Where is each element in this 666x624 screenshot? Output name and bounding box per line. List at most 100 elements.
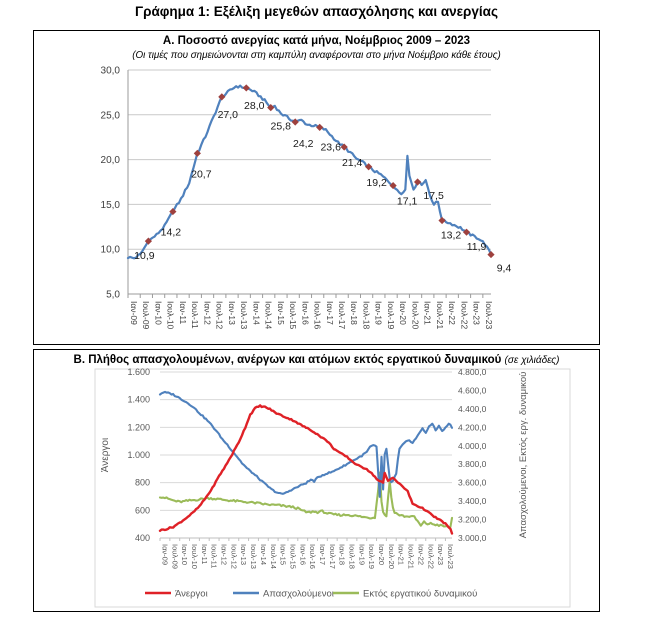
legend-label: Εκτός εργατικού δυναμικού bbox=[363, 589, 477, 600]
x-tick-label-b: Ιαν-15 bbox=[279, 544, 288, 565]
y-right-tick-label: 4.800,0 bbox=[458, 367, 487, 377]
data-label: 28,0 bbox=[244, 100, 265, 112]
data-label: 23,6 bbox=[320, 141, 341, 153]
x-tick-label-b: Ιαν-13 bbox=[239, 544, 248, 565]
y-right-tick-label: 4.400,0 bbox=[458, 404, 487, 414]
x-tick-label-b: Ιαν-14 bbox=[259, 544, 268, 565]
x-tick-label-b: Ιουλ-21 bbox=[407, 544, 416, 569]
november-marker bbox=[242, 84, 250, 92]
x-tick-label-b: Ιουλ-14 bbox=[269, 544, 278, 569]
x-tick-label-a: Ιαν-20 bbox=[398, 301, 408, 325]
november-marker bbox=[267, 104, 275, 112]
november-marker bbox=[365, 163, 373, 171]
november-marker bbox=[144, 237, 152, 245]
panel-a-subtitle: (Οι τιμές που σημειώνονται στη καμπύλη α… bbox=[132, 50, 501, 61]
x-tick-label-a: Ιουλ-14 bbox=[264, 301, 274, 330]
x-tick-label-a: Ιουλ-09 bbox=[141, 301, 151, 330]
x-tick-label-b: Ιαν-21 bbox=[397, 544, 406, 565]
y-left-tick-label: 600 bbox=[135, 505, 150, 515]
panel-labour-force-counts: Β. Πλήθος απασχολουμένων, ανέργων και ατ… bbox=[33, 349, 600, 612]
y-right-tick-label: 4.200,0 bbox=[458, 422, 487, 432]
x-tick-label-a: Ιαν-18 bbox=[349, 301, 359, 325]
november-marker bbox=[218, 93, 226, 101]
november-marker bbox=[193, 149, 201, 157]
x-tick-label-a: Ιαν-13 bbox=[227, 301, 237, 325]
x-tick-label-a: Ιουλ-21 bbox=[435, 301, 445, 330]
x-tick-label-a: Ιαν-09 bbox=[129, 301, 139, 325]
x-tick-label-b: Ιουλ-09 bbox=[170, 544, 179, 569]
y-right-tick-label: 3.000,0 bbox=[458, 533, 487, 543]
x-tick-label-a: Ιουλ-11 bbox=[190, 301, 200, 329]
y-left-tick-label: 1.000 bbox=[127, 450, 150, 460]
data-label: 25,8 bbox=[271, 121, 292, 133]
data-label: 24,2 bbox=[293, 138, 314, 150]
november-marker bbox=[487, 250, 495, 259]
x-tick-label-b: Ιαν-10 bbox=[180, 544, 189, 565]
y-tick-label-a: 5,0 bbox=[106, 290, 120, 301]
data-label: 17,1 bbox=[397, 196, 418, 208]
x-tick-label-a: Ιαν-10 bbox=[153, 301, 163, 325]
y-tick-label-a: 25,0 bbox=[101, 110, 121, 121]
series-line-3 bbox=[158, 404, 454, 535]
x-tick-label-a: Ιουλ-10 bbox=[166, 301, 176, 330]
x-tick-label-a: Ιουλ-23 bbox=[484, 301, 494, 330]
data-label: 20,7 bbox=[191, 168, 212, 180]
x-tick-label-a: Ιαν-21 bbox=[423, 301, 433, 325]
x-tick-label-a: Ιαν-12 bbox=[202, 301, 212, 325]
x-tick-label-b: Ιουλ-13 bbox=[249, 544, 258, 569]
y-left-axis-title: Άνεργοι bbox=[100, 438, 111, 472]
x-tick-label-a: Ιαν-15 bbox=[276, 301, 286, 325]
data-label: 21,4 bbox=[342, 157, 363, 169]
x-tick-label-a: Ιαν-23 bbox=[472, 301, 482, 325]
november-marker bbox=[438, 216, 446, 225]
x-tick-label-b: Ιουλ-18 bbox=[348, 544, 357, 569]
x-tick-label-b: Ιαν-09 bbox=[161, 544, 170, 565]
x-tick-label-b: Ιουλ-23 bbox=[446, 544, 455, 569]
x-tick-label-b: Ιουλ-10 bbox=[190, 544, 199, 569]
x-tick-label-a: Ιαν-14 bbox=[251, 301, 261, 325]
november-marker bbox=[340, 143, 348, 151]
november-marker bbox=[413, 178, 422, 186]
x-tick-label-b: Ιουλ-19 bbox=[367, 544, 376, 569]
x-tick-label-b: Ιουλ-22 bbox=[426, 544, 435, 569]
x-tick-label-a: Ιουλ-17 bbox=[337, 301, 347, 330]
y-tick-label-a: 20,0 bbox=[101, 155, 121, 166]
legend-label: Απασχολούμενοι bbox=[263, 589, 334, 600]
data-label: 11,9 bbox=[467, 241, 487, 253]
november-marker bbox=[316, 123, 324, 131]
x-tick-label-a: Ιαν-11 bbox=[178, 301, 188, 324]
x-tick-label-b: Ιαν-19 bbox=[357, 544, 366, 565]
x-tick-label-a: Ιουλ-19 bbox=[386, 301, 396, 330]
y-right-tick-label: 3.400,0 bbox=[458, 496, 487, 506]
panel-b-title: Β. Πλήθος απασχολουμένων, ανέργων και ατ… bbox=[34, 354, 599, 366]
y-left-tick-label: 1.600 bbox=[127, 367, 150, 377]
data-label: 27,0 bbox=[218, 109, 239, 121]
x-tick-label-a: Ιαν-22 bbox=[447, 301, 457, 325]
y-tick-label-a: 15,0 bbox=[101, 200, 121, 211]
x-tick-label-a: Ιουλ-12 bbox=[215, 301, 225, 330]
figure-title: Γράφημα 1: Εξέλιξη μεγεθών απασχόλησης κ… bbox=[134, 4, 498, 19]
x-tick-label-b: Ιαν-17 bbox=[318, 544, 327, 565]
y-right-tick-label: 4.600,0 bbox=[458, 385, 487, 395]
x-tick-label-b: Ιουλ-11 bbox=[210, 544, 219, 568]
y-right-tick-label: 3.600,0 bbox=[458, 478, 487, 488]
panel-a-title: Α. Ποσοστό ανεργίας κατά μήνα, Νοέμβριος… bbox=[162, 35, 471, 47]
x-tick-label-b: Ιουλ-16 bbox=[308, 544, 317, 569]
x-tick-label-b: Ιαν-11 bbox=[200, 544, 209, 564]
y-left-tick-label: 1.400 bbox=[127, 395, 150, 405]
november-marker bbox=[462, 228, 471, 236]
data-label: 14,2 bbox=[161, 227, 182, 239]
x-tick-label-b: Ιουλ-17 bbox=[328, 544, 337, 569]
data-label: 13,2 bbox=[441, 230, 462, 242]
data-label: 19,2 bbox=[366, 177, 387, 189]
x-tick-label-a: Ιουλ-20 bbox=[410, 301, 420, 330]
x-tick-label-b: Ιαν-16 bbox=[298, 544, 307, 565]
unemployment-rate-line bbox=[126, 84, 493, 260]
x-tick-label-a: Ιαν-19 bbox=[374, 301, 384, 325]
y-left-tick-label: 1.200 bbox=[127, 422, 150, 432]
x-tick-label-a: Ιουλ-22 bbox=[459, 301, 469, 330]
grid-a bbox=[127, 69, 491, 295]
panel-b-units: (σε χιλιάδες) bbox=[504, 355, 560, 366]
